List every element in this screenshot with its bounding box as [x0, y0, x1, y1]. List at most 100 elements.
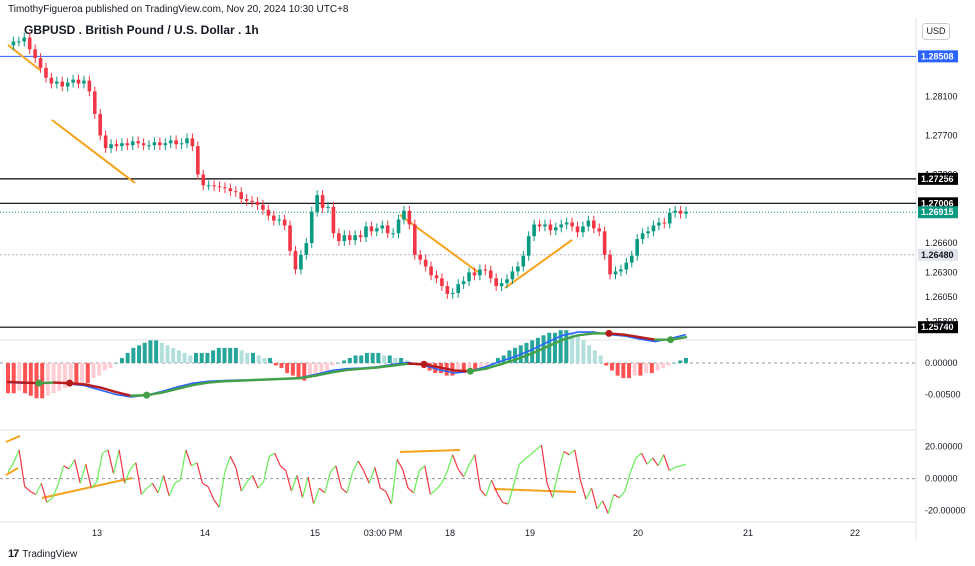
- trendline-8[interactable]: [493, 488, 577, 493]
- candle-body: [92, 91, 97, 114]
- trendline-3[interactable]: [399, 214, 479, 273]
- candle-body: [244, 199, 249, 201]
- osc-segment: [407, 487, 415, 494]
- osc-segment: [274, 452, 281, 467]
- macd-histogram-bar: [307, 363, 312, 379]
- time-tick-label: 14: [200, 528, 210, 538]
- osc-segment: [313, 487, 320, 505]
- candle-body: [288, 225, 292, 251]
- candle-body: [554, 227, 558, 231]
- osc-segment: [385, 491, 393, 505]
- macd-histogram-bar: [45, 363, 50, 396]
- candle-body: [564, 222, 569, 225]
- osc-segment: [191, 462, 198, 467]
- macd-histogram-bar: [62, 363, 67, 389]
- time-tick-label: 03:00 PM: [364, 528, 403, 538]
- macd-histogram-bar: [256, 355, 261, 363]
- candle-body: [353, 235, 357, 241]
- osc-segment: [413, 470, 420, 494]
- tradingview-brand[interactable]: 17 TradingView: [8, 548, 77, 560]
- candle-body: [71, 79, 75, 83]
- macd-slow-segment: [176, 383, 195, 391]
- macd-fast-line: [7, 331, 687, 398]
- candle-body: [163, 143, 168, 146]
- candle-body: [11, 41, 16, 46]
- osc-segment: [207, 486, 215, 500]
- trendline-9[interactable]: [5, 467, 19, 476]
- price-tick-label: 1.26300: [925, 267, 958, 277]
- candle-body: [217, 186, 222, 188]
- macd-histogram-bar: [581, 340, 586, 363]
- macd-histogram-bar: [501, 355, 506, 363]
- osc-segment: [235, 467, 242, 492]
- candle-body: [619, 269, 623, 272]
- osc-segment: [202, 482, 209, 488]
- trendline-7[interactable]: [399, 449, 461, 453]
- candle-body: [17, 41, 21, 43]
- osc-segment: [24, 486, 31, 492]
- osc-segment: [129, 462, 137, 470]
- osc-segment: [146, 482, 153, 489]
- macd-histogram-bar: [74, 363, 79, 386]
- macd-slow-segment: [253, 378, 272, 382]
- osc-segment: [390, 459, 398, 505]
- macd-histogram-bar: [165, 345, 170, 363]
- candle-body: [662, 222, 667, 224]
- candle-body: [228, 188, 233, 192]
- osc-segment: [307, 476, 315, 505]
- macd-slow-segment: [330, 368, 349, 374]
- candle-body: [505, 279, 509, 284]
- macd-histogram-bar: [627, 363, 632, 379]
- osc-segment: [102, 449, 109, 454]
- time-tick-label: 18: [445, 528, 455, 538]
- trendline-4[interactable]: [504, 239, 573, 289]
- osc-segment: [46, 497, 53, 503]
- macd-histogram-bar: [302, 363, 307, 381]
- osc-segment: [507, 484, 515, 505]
- macd-histogram-bar: [250, 352, 255, 363]
- candle-body: [385, 225, 390, 234]
- candle-body: [651, 225, 656, 232]
- osc-segment: [624, 472, 632, 492]
- trendline-6[interactable]: [41, 477, 133, 499]
- osc-segment: [352, 460, 359, 473]
- macd-histogram-bar: [216, 347, 221, 363]
- macd-histogram-bar: [268, 357, 273, 363]
- osc-segment: [213, 498, 220, 508]
- macd-histogram-bar: [188, 355, 193, 363]
- macd-histogram-bar: [399, 357, 404, 363]
- osc-segment: [285, 470, 293, 492]
- macd-histogram-bar: [575, 335, 580, 363]
- osc-segment: [268, 452, 276, 457]
- macd-histogram-bar: [40, 363, 45, 399]
- macd-histogram-bar: [119, 357, 124, 363]
- candle-body: [147, 145, 151, 147]
- macd-cross-dot: [605, 329, 613, 337]
- osc-segment: [7, 462, 15, 473]
- macd-histogram-bar: [666, 363, 671, 366]
- chart-title: GBPUSD . British Pound / U.S. Dollar . 1…: [24, 23, 259, 37]
- candle-body: [570, 222, 574, 227]
- candle-body: [179, 143, 184, 145]
- trendline-2[interactable]: [51, 119, 136, 184]
- candle-body: [326, 206, 330, 208]
- candle-body: [206, 185, 211, 187]
- currency-button[interactable]: USD: [922, 23, 950, 40]
- osc-segment: [18, 449, 26, 487]
- macd-histogram-bar: [507, 350, 512, 363]
- candle-body: [239, 192, 244, 200]
- osc-segment: [657, 454, 665, 467]
- macd-slow-segment: [530, 345, 549, 355]
- macd-histogram-bar: [6, 363, 10, 394]
- candle-body: [429, 266, 433, 276]
- candle-body: [347, 235, 352, 241]
- macd-histogram-bar: [570, 332, 575, 363]
- price-level-badge: [918, 50, 958, 63]
- macd-histogram-bar: [23, 363, 28, 394]
- osc-segment: [424, 465, 431, 495]
- macd-histogram-bar: [228, 347, 233, 363]
- trendline-5[interactable]: [5, 435, 21, 443]
- macd-slow-segment: [314, 371, 333, 377]
- macd-histogram-bar: [478, 363, 483, 369]
